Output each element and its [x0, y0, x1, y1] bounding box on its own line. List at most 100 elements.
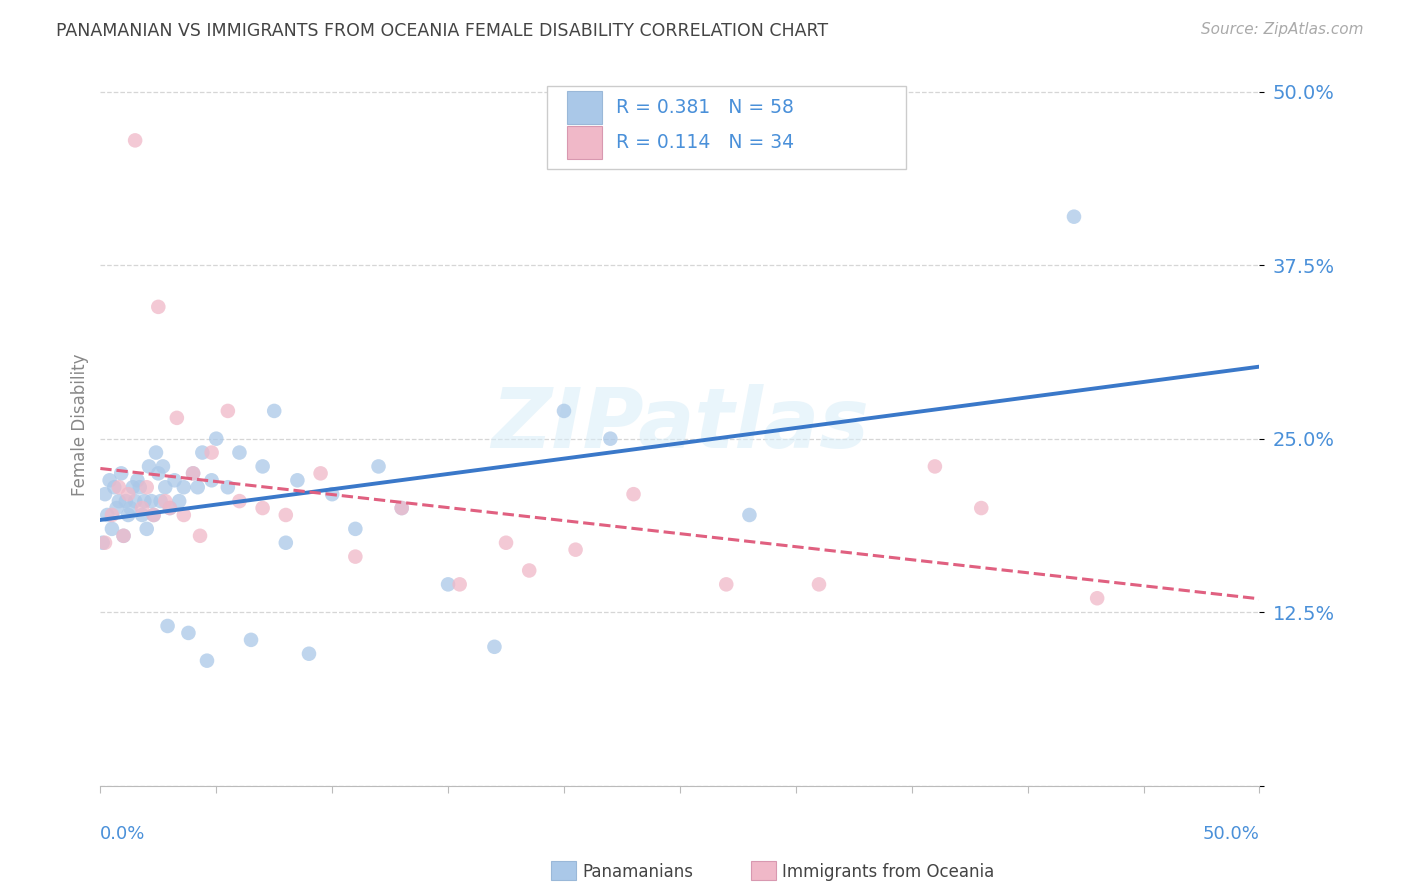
Point [716, 577, 738, 591]
Point [94, 535, 117, 549]
Point [98, 473, 121, 487]
Point [173, 508, 195, 522]
Bar [568, 126, 602, 159]
Point [298, 647, 321, 661]
Point [367, 459, 389, 474]
Point [108, 480, 131, 494]
Point [344, 522, 367, 536]
Point [167, 494, 190, 508]
Point [191, 445, 214, 459]
Point [217, 480, 239, 494]
Point [177, 626, 200, 640]
Bar [568, 92, 602, 124]
Point [108, 494, 131, 508]
Point [1063, 210, 1085, 224]
Point [495, 535, 517, 549]
Point [181, 467, 204, 481]
FancyBboxPatch shape [547, 86, 905, 169]
Point [807, 577, 830, 591]
Point [187, 480, 209, 494]
Text: PANAMANIAN VS IMMIGRANTS FROM OCEANIA FEMALE DISABILITY CORRELATION CHART: PANAMANIAN VS IMMIGRANTS FROM OCEANIA FE… [56, 22, 828, 40]
Point [159, 501, 181, 516]
Point [91, 535, 114, 549]
Point [135, 480, 157, 494]
Point [117, 487, 139, 501]
Point [449, 577, 471, 591]
Point [105, 501, 128, 516]
Point [155, 480, 177, 494]
Point [623, 487, 645, 501]
Point [120, 501, 142, 516]
Y-axis label: Female Disability: Female Disability [72, 353, 89, 496]
Point [159, 501, 181, 516]
Point [228, 445, 250, 459]
Point [599, 432, 621, 446]
Point [924, 459, 946, 474]
Point [738, 508, 761, 522]
Text: Panamanians: Panamanians [582, 863, 693, 881]
Point [112, 529, 135, 543]
Point [163, 473, 186, 487]
Point [217, 404, 239, 418]
Point [148, 300, 170, 314]
Point [103, 480, 125, 494]
Point [274, 508, 297, 522]
Point [252, 501, 274, 516]
Point [124, 494, 146, 508]
Point [287, 473, 309, 487]
Point [131, 508, 153, 522]
Point [263, 404, 285, 418]
Point [142, 508, 165, 522]
Point [142, 508, 165, 522]
Point [115, 494, 138, 508]
Point [181, 467, 204, 481]
Point [96, 508, 118, 522]
Point [135, 522, 157, 536]
Text: R = 0.114   N = 34: R = 0.114 N = 34 [616, 133, 794, 152]
Point [124, 133, 146, 147]
Point [344, 549, 367, 564]
Text: Immigrants from Oceania: Immigrants from Oceania [782, 863, 994, 881]
Point [152, 459, 174, 474]
Point [437, 577, 460, 591]
Point [228, 494, 250, 508]
Point [138, 459, 160, 474]
Text: 0.0%: 0.0% [100, 825, 146, 843]
Point [145, 445, 167, 459]
Point [188, 529, 211, 543]
Point [112, 529, 135, 543]
Point [149, 494, 172, 508]
Point [156, 619, 179, 633]
Point [321, 487, 343, 501]
Point [141, 494, 163, 508]
Text: ZIPatlas: ZIPatlas [491, 384, 869, 466]
Point [391, 501, 413, 516]
Point [553, 404, 575, 418]
Point [117, 508, 139, 522]
Point [201, 473, 224, 487]
Point [252, 459, 274, 474]
Point [309, 467, 332, 481]
Point [205, 432, 228, 446]
Point [128, 480, 150, 494]
Point [127, 473, 149, 487]
Point [131, 501, 153, 516]
Point [517, 564, 540, 578]
Point [101, 522, 124, 536]
Point [484, 640, 506, 654]
Point [121, 480, 143, 494]
Point [155, 494, 177, 508]
Text: R = 0.381   N = 58: R = 0.381 N = 58 [616, 98, 794, 117]
Point [970, 501, 993, 516]
Text: 50.0%: 50.0% [1202, 825, 1260, 843]
Point [94, 487, 117, 501]
Point [148, 467, 170, 481]
Point [195, 654, 218, 668]
Point [240, 632, 263, 647]
Point [173, 480, 195, 494]
Point [201, 445, 224, 459]
Point [134, 494, 156, 508]
Text: Source: ZipAtlas.com: Source: ZipAtlas.com [1201, 22, 1364, 37]
Point [166, 410, 188, 425]
Point [101, 508, 124, 522]
